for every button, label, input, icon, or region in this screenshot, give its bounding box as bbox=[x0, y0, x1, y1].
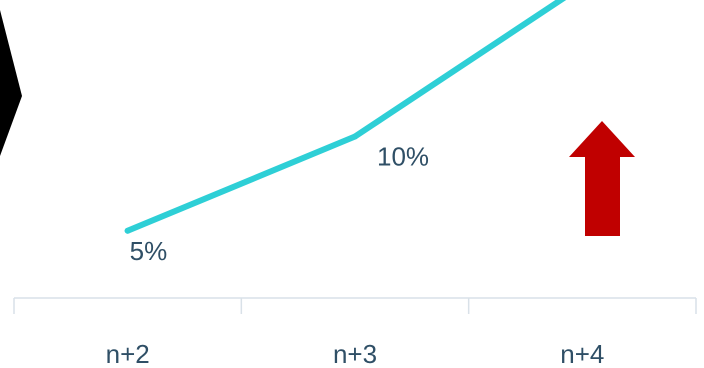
x-tick-label-n+4: n+4 bbox=[560, 339, 604, 368]
x-tick-label-n+2: n+2 bbox=[106, 339, 150, 368]
data-points: 5% 10% 18% bbox=[124, 0, 658, 266]
data-label-n+4: 18% bbox=[606, 0, 658, 2]
x-axis bbox=[13, 297, 697, 314]
chevron-right-icon bbox=[0, 10, 22, 156]
x-tick-label-n+3: n+3 bbox=[333, 339, 377, 368]
series-line bbox=[124, 0, 567, 234]
data-point-n+3 bbox=[352, 133, 358, 140]
data-point-n+2 bbox=[124, 227, 131, 234]
up-arrow-icon bbox=[569, 121, 635, 236]
data-label-n+2: 5% bbox=[130, 236, 168, 266]
x-tick-labels: n+2 n+3 n+4 bbox=[106, 339, 605, 368]
data-label-n+3: 10% bbox=[377, 142, 429, 172]
